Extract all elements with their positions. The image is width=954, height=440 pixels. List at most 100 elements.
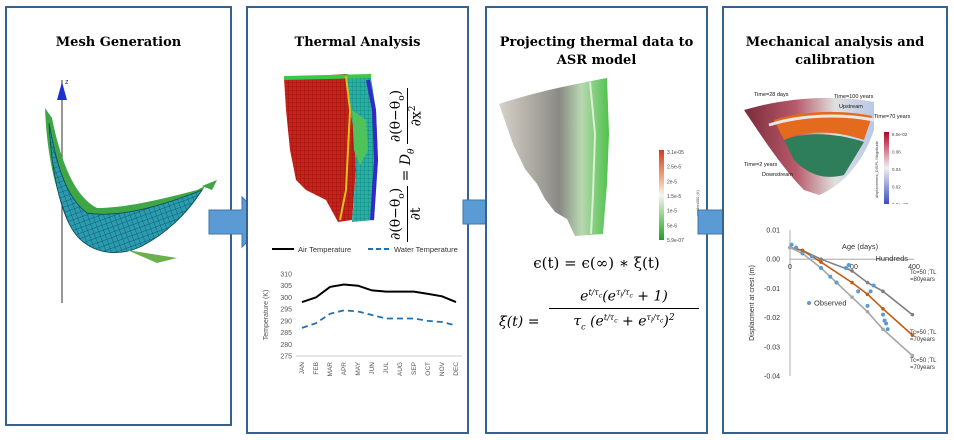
disp-model-marker — [881, 307, 885, 311]
thermal-body — [284, 74, 356, 222]
eq-rhs-sub: o — [396, 95, 407, 101]
mesh-face — [48, 122, 204, 253]
asr-colorbar: 3.1e-05 2.5e-5 2e-5 1.5e-5 1e-5 5e-6 5.9e-07 e… — [659, 150, 700, 244]
asr-colorbar-tick: 5e-6 — [667, 223, 677, 229]
temp-ytick-label: 275 — [280, 354, 292, 361]
asr-colorbar-tick: 5.9e-07 — [667, 238, 684, 244]
mech-render-label: Time=100 years — [834, 94, 874, 100]
disp-xlabel-secondary: Hundreds — [875, 254, 908, 263]
disp-model-marker — [865, 280, 870, 285]
asr-equation-2: ξ̇(t) = et/τc(eτl/τc + 1) τc (et/τc + eτ… — [499, 288, 709, 368]
disp-observed-point — [794, 245, 799, 250]
eq-rhs-den: ∂x — [408, 111, 425, 127]
eq2-den-tl: τ — [646, 312, 651, 322]
temp-xtick-label: NOV — [439, 361, 446, 376]
eq2-num-open: ( — [602, 288, 608, 305]
asr-colorbar-bar — [659, 150, 664, 240]
temp-ytick-label: 295 — [280, 307, 292, 314]
disp-observed-point — [834, 280, 839, 285]
temp-xtick-label: JUN — [369, 362, 376, 375]
disp-observed-point — [871, 283, 876, 288]
temp-xtick-label: DEC — [453, 362, 460, 376]
temp-xtick-label: JUL — [383, 362, 390, 374]
disp-observed-point — [819, 265, 823, 270]
temp-xtick-label: OCT — [425, 362, 432, 376]
eq-rhs-pow: 2 — [407, 105, 418, 112]
disp-model-marker — [865, 292, 870, 297]
temp-xtick-label: JAN — [299, 362, 306, 375]
disp-ytick-label: -0.01 — [764, 286, 780, 293]
mech-colorbar-tick: 0.0e+00 — [892, 202, 909, 204]
eq2-den-c3: c — [660, 317, 664, 325]
eq2-num-l: l — [620, 292, 623, 300]
disp-observed-point — [809, 254, 814, 259]
asr-edge — [589, 81, 597, 235]
disp-observed-point — [843, 265, 848, 270]
eq2-den-c2: c — [614, 317, 618, 325]
eq-d-sub: θ — [407, 148, 418, 154]
disp-observed-point — [828, 274, 833, 279]
eq2-den-open: (e — [590, 313, 604, 330]
eq2-num-c2: c — [629, 292, 633, 300]
disp-observed-point — [881, 312, 885, 317]
eq2-num-tc2: τ — [625, 288, 630, 297]
mech-colorbar-tick: 0.04 — [892, 167, 901, 172]
mechanical-title-line1: Mechanical analysis and — [745, 35, 925, 50]
mech-colorbar-tick: 0.06 — [892, 150, 901, 155]
eq-lhs-den: ∂t — [408, 207, 425, 221]
disp-ytick-label: -0.03 — [764, 344, 780, 351]
asr-colorbar-label: epsilon000 (X) — [695, 190, 700, 216]
thermal-analysis-title: Thermal Analysis — [294, 35, 421, 50]
temp-ytick-label: 280 — [280, 342, 292, 349]
mech-colorbar-tick: 8.0e-02 — [892, 132, 908, 137]
temperature-chart: Air Temperature Water Temperature 275 280 28… — [263, 245, 462, 376]
eq2-den-t: t — [603, 312, 608, 322]
mech-colorbar-bar — [884, 132, 889, 204]
mech-render-label: Time=70 years — [874, 114, 911, 120]
asr-equation-1: ϵ(t) = ϵ(∞) ∗ ξ(t) — [533, 254, 660, 272]
eq2-num-tc: τ — [594, 288, 599, 297]
eq2-den-tc: τ — [573, 313, 582, 330]
asr-colorbar-tick: 2e-5 — [667, 179, 677, 185]
thermal-boundary-blue — [366, 79, 379, 221]
eq-lhs-sub: o — [397, 193, 408, 199]
disp-annotation: =70years — [910, 365, 935, 371]
disp-xtick-label: 0 — [788, 264, 792, 271]
dam-shape-light — [768, 114, 875, 127]
thermal-gradient-line — [339, 75, 352, 221]
temp-xtick-label: APR — [341, 362, 348, 376]
thermal-render — [283, 74, 379, 222]
temp-legend-label: Air Temperature — [298, 245, 351, 254]
disp-model-marker — [910, 353, 915, 358]
disp-model-marker — [788, 245, 792, 250]
asr-render — [499, 78, 609, 236]
disp-ytick-label: -0.02 — [764, 315, 780, 322]
temp-xtick-label: MAY — [355, 361, 362, 375]
eq2-num-t: t — [588, 288, 592, 297]
dam-shape-green — [784, 134, 864, 177]
disp-xtick-label: 200 — [846, 264, 858, 271]
mesh-generation-title: Mesh Generation — [55, 35, 182, 50]
temp-xtick-label: AUG — [397, 362, 404, 376]
disp-xtick-label: 400 — [908, 264, 920, 271]
eq2-num-c: c — [598, 292, 603, 300]
disp-model-marker — [800, 248, 805, 253]
disp-observed-point — [789, 242, 794, 247]
eq2-num-e: e — [580, 288, 589, 305]
disp-ytick-label: 0.00 — [766, 257, 780, 264]
disp-observed-point — [868, 289, 873, 294]
heat-equation: ∂(θ−θo) ∂t = Dθ ∂(θ−θo) ∂x2 — [388, 70, 428, 242]
eq-rhs-num: ∂(θ−θ — [388, 100, 404, 143]
eq2-den-l: l — [650, 317, 653, 325]
temp-ytick-label: 305 — [280, 283, 292, 290]
projecting-title-line2: ASR model — [556, 53, 637, 68]
temp-ytick-label: 290 — [280, 318, 292, 325]
mechanical-title-line2: calibration — [795, 53, 875, 68]
disp-ytick-label: 0.01 — [766, 228, 780, 235]
temp-ytick-label: 300 — [280, 295, 292, 302]
disp-model-marker — [881, 289, 885, 294]
temp-xtick-label: FEB — [313, 362, 320, 375]
asr-colorbar-tick: 2.5e-5 — [667, 165, 681, 171]
disp-legend-label: Observed — [814, 299, 847, 308]
mech-render-label: Time=2 years — [744, 162, 778, 168]
